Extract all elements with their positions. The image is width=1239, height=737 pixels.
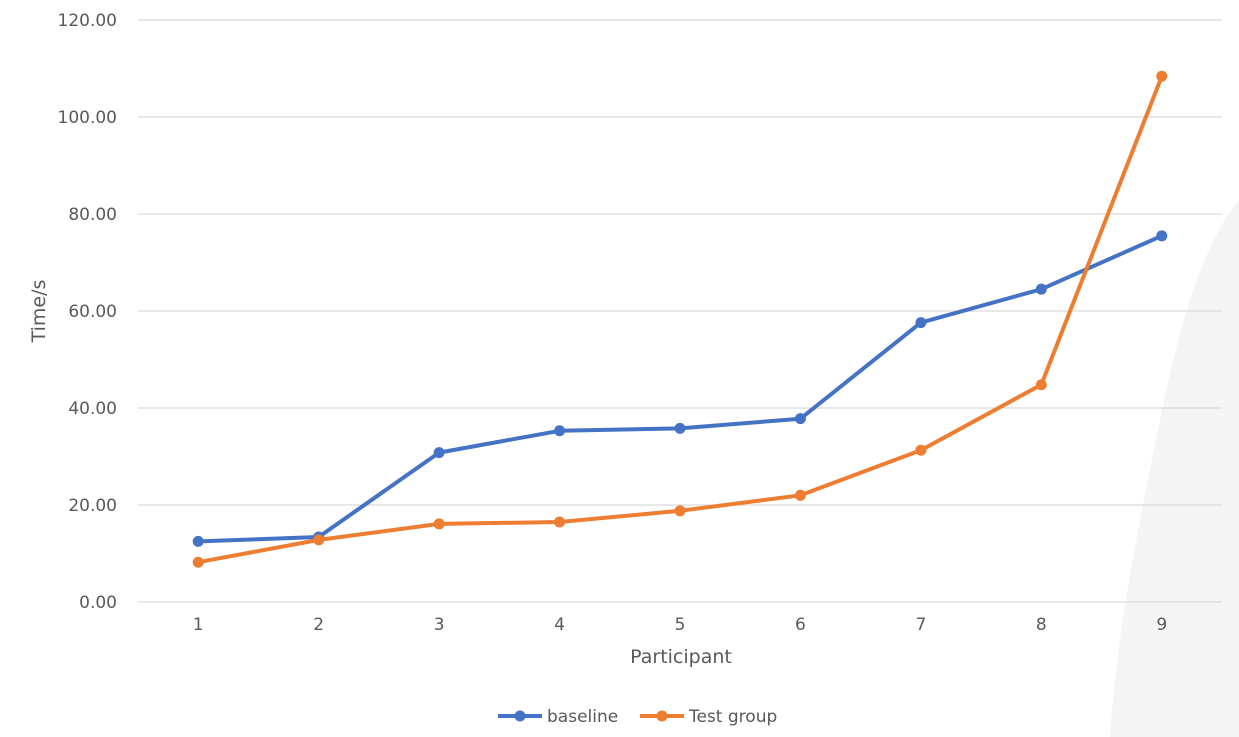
legend-swatch-marker [656, 710, 668, 722]
series-line [196, 233, 1164, 544]
y-tick-label: 40.00 [68, 399, 117, 419]
data-point [1156, 230, 1168, 242]
legend-item: Test group [640, 707, 777, 727]
x-axis-title: Participant [630, 646, 732, 668]
data-point [674, 505, 686, 517]
y-tick-label: 20.00 [68, 496, 117, 516]
x-tick-label: 1 [193, 615, 204, 635]
data-point [554, 425, 566, 437]
data-point [433, 447, 445, 459]
data-point [1035, 379, 1047, 391]
y-tick-label: 100.00 [58, 108, 117, 128]
x-tick-label: 9 [1156, 615, 1167, 635]
series-line [196, 74, 1164, 565]
x-tick-label: 3 [434, 615, 445, 635]
legend-label: Test group [688, 707, 777, 727]
legend-swatch-marker [514, 710, 526, 722]
x-tick-label: 8 [1036, 615, 1047, 635]
background-watermark [1110, 200, 1239, 737]
data-point [433, 518, 445, 530]
series-1 [192, 70, 1168, 568]
y-tick-label: 0.00 [79, 593, 117, 613]
x-tick-label: 5 [675, 615, 686, 635]
x-tick-label: 2 [313, 615, 324, 635]
legend-item: baseline [498, 707, 618, 727]
legend-label: baseline [547, 707, 618, 727]
legend: baseline Test group [498, 707, 777, 727]
data-point [1035, 283, 1047, 295]
x-tick-label: 4 [554, 615, 565, 635]
x-axis-ticks: 1 2 3 4 5 6 7 8 9 [193, 615, 1167, 635]
series-0 [192, 230, 1168, 547]
data-point [192, 556, 204, 568]
data-point [674, 422, 686, 434]
y-tick-label: 80.00 [68, 205, 117, 225]
data-point [794, 413, 806, 425]
x-tick-label: 7 [915, 615, 926, 635]
data-point [915, 317, 927, 329]
x-tick-label: 6 [795, 615, 806, 635]
data-point [554, 516, 566, 528]
data-point [1156, 70, 1168, 82]
gridlines [138, 19, 1222, 603]
data-point [915, 444, 927, 456]
data-point [313, 534, 325, 546]
y-axis-ticks: 0.00 20.00 40.00 60.00 80.00 100.00 120.00 [58, 11, 117, 613]
y-tick-label: 60.00 [68, 302, 117, 322]
watermark-shape [1110, 200, 1239, 737]
data-point [192, 535, 204, 547]
y-axis-title: Time/s [28, 280, 50, 344]
series-layer [192, 70, 1168, 568]
y-tick-label: 120.00 [58, 11, 117, 31]
data-point [794, 489, 806, 501]
